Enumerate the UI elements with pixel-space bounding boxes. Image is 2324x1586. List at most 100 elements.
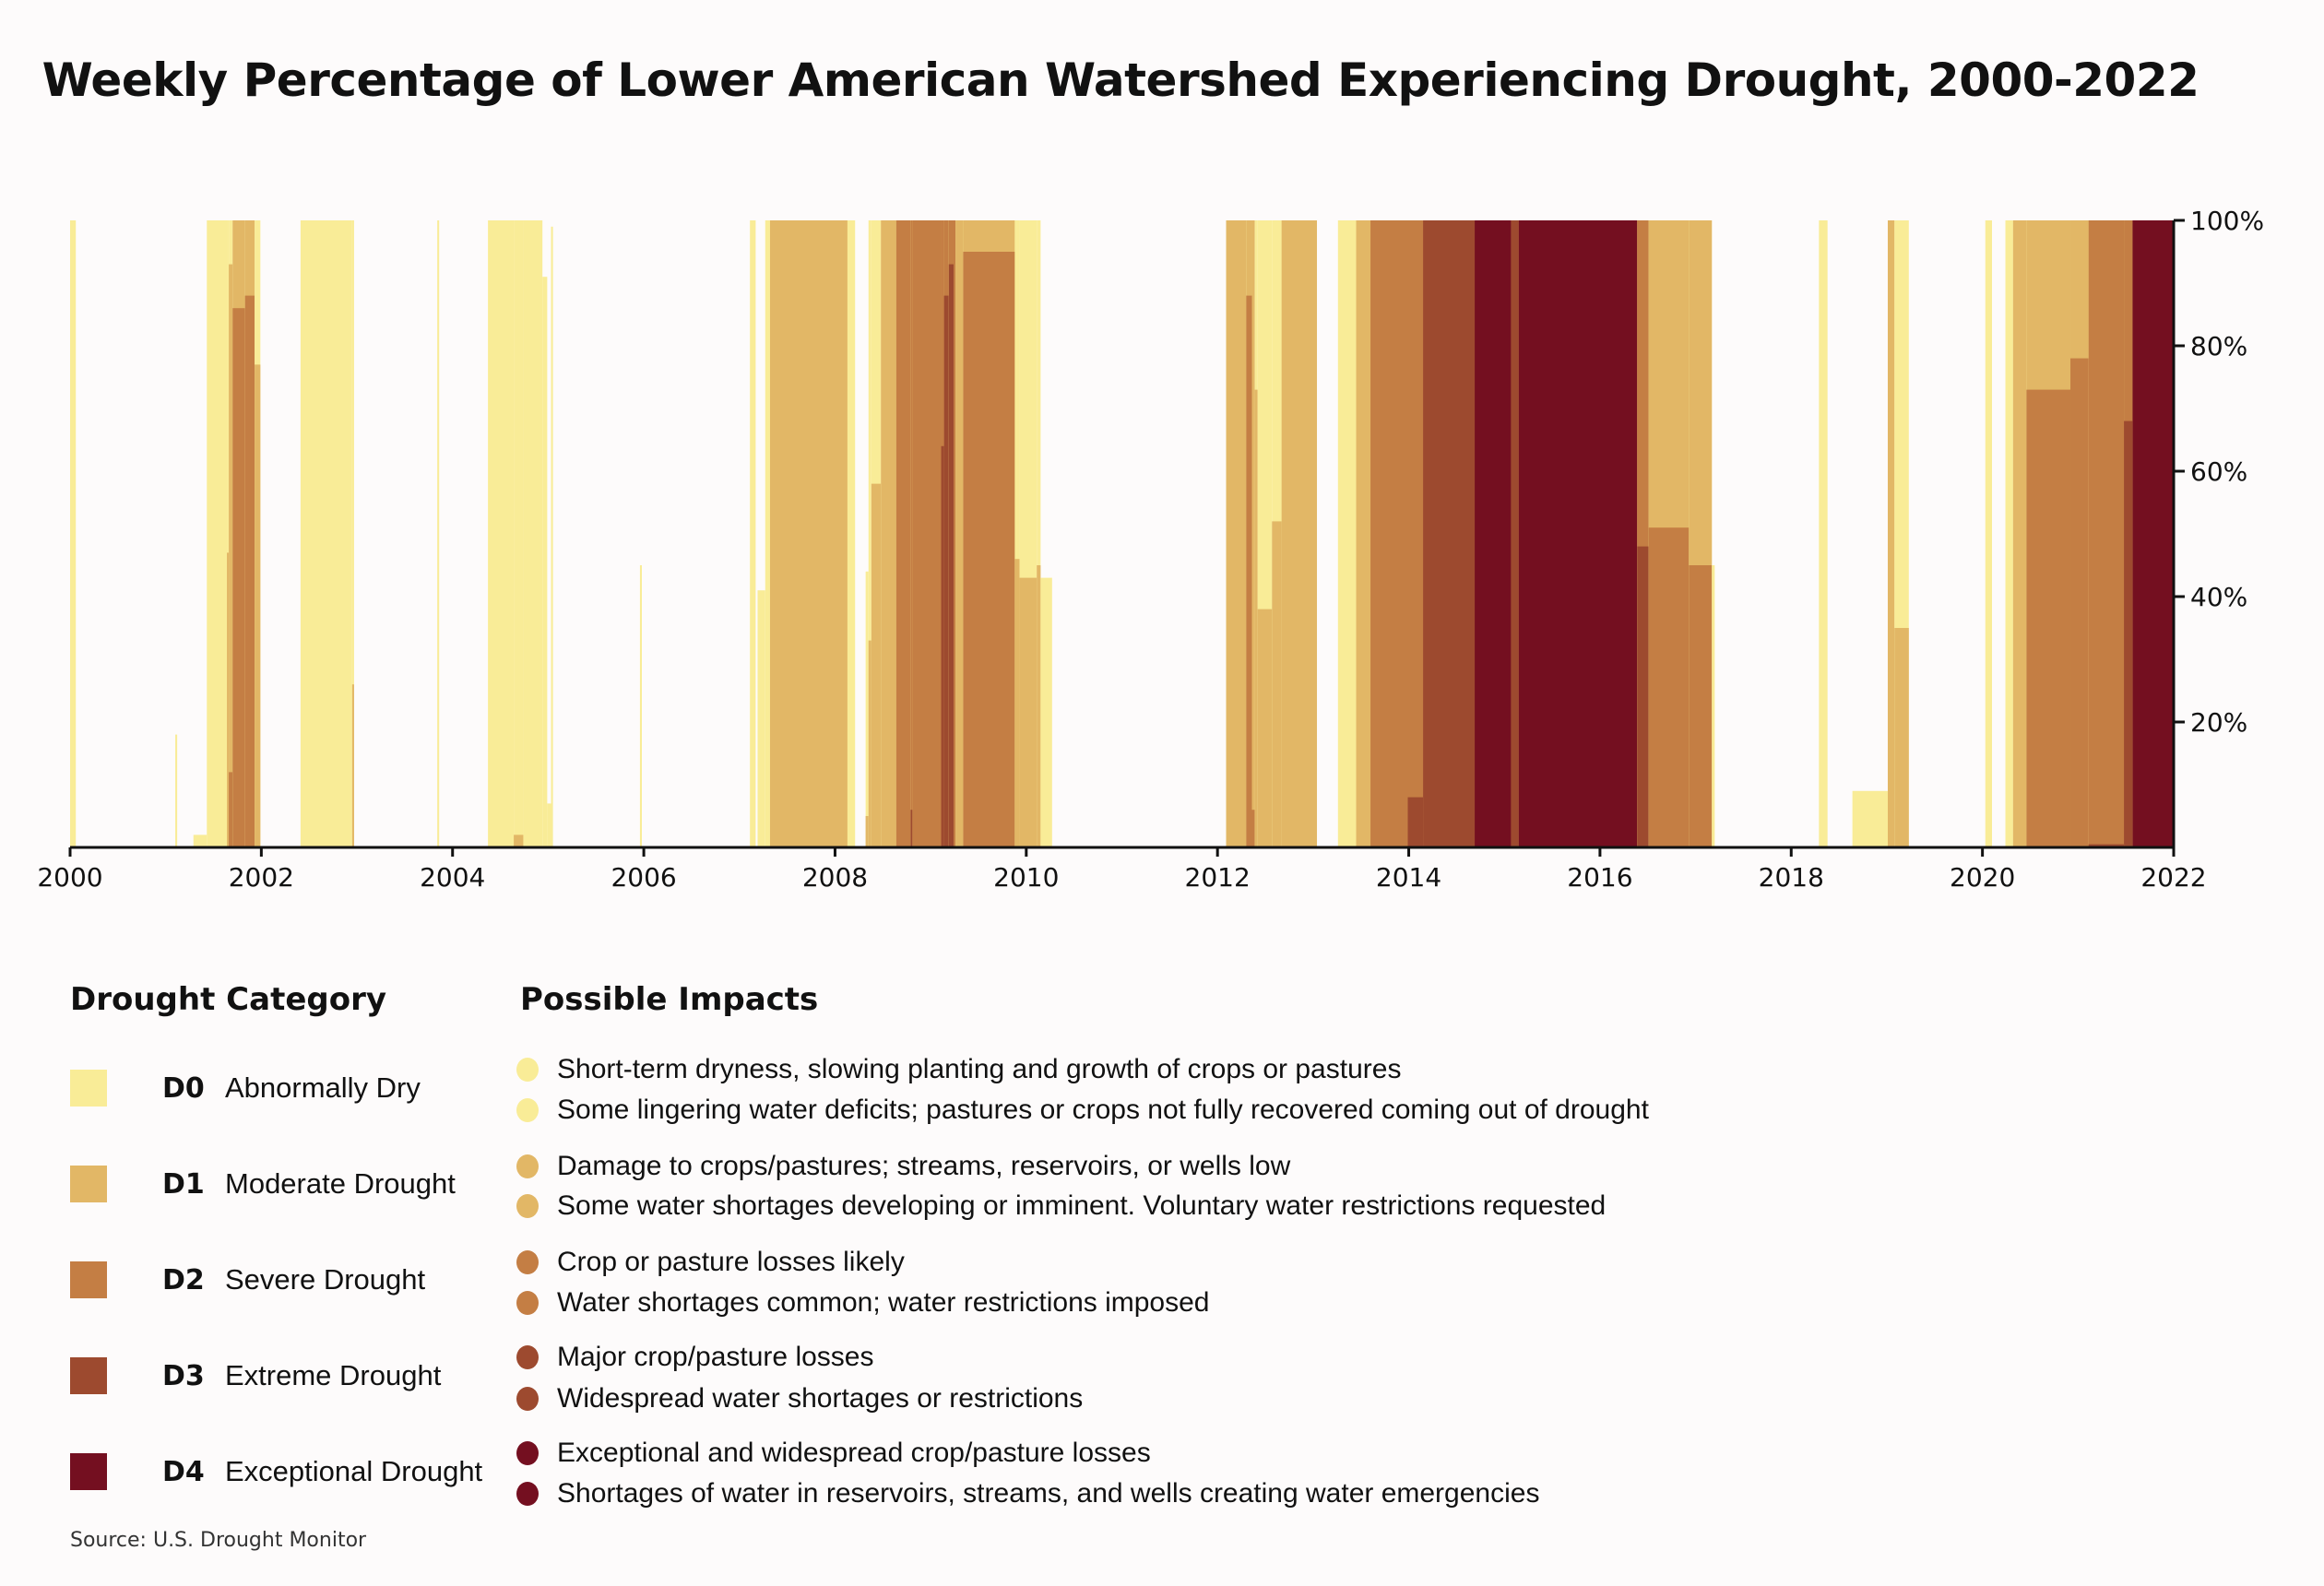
bar-d0-24 bbox=[865, 571, 869, 847]
bar-d1-39 bbox=[1037, 565, 1041, 847]
legend-code: D3 bbox=[162, 1359, 205, 1392]
impact-item: Damage to crops/pastures; streams, reser… bbox=[516, 1148, 1290, 1185]
bar-d0-37 bbox=[1014, 220, 1020, 847]
impact-text: Widespread water shortages or restrictio… bbox=[557, 1383, 1084, 1414]
bar-d0-65 bbox=[2005, 220, 2013, 847]
impact-text: Exceptional and widespread crop/pasture … bbox=[557, 1438, 1151, 1468]
x-tick-label-2002: 2002 bbox=[229, 862, 294, 893]
x-tick-label-2018: 2018 bbox=[1759, 862, 1824, 893]
legend-swatch-d4 bbox=[70, 1453, 107, 1490]
bar-d1-24 bbox=[865, 816, 869, 847]
bar-d0-15 bbox=[542, 277, 548, 847]
x-tick-label-2006: 2006 bbox=[611, 862, 676, 893]
bar-d1-41 bbox=[1226, 220, 1247, 847]
impact-text: Short-term dryness, slowing planting and… bbox=[557, 1054, 1402, 1084]
x-tick-label-2014: 2014 bbox=[1376, 862, 1441, 893]
bar-d0-40 bbox=[1040, 577, 1052, 847]
impact-text: Crop or pasture losses likely bbox=[557, 1247, 905, 1277]
legend-item-d1: D1 Moderate Drought bbox=[70, 1166, 456, 1202]
bar-d0-9 bbox=[300, 220, 352, 847]
bar-d1-47 bbox=[1281, 220, 1318, 847]
legend-label: Extreme Drought bbox=[225, 1359, 442, 1391]
impact-item: Widespread water shortages or restrictio… bbox=[516, 1380, 1083, 1417]
bar-d0-14 bbox=[523, 220, 543, 847]
impact-item: Shortages of water in reservoirs, stream… bbox=[516, 1475, 1539, 1512]
drought-bars bbox=[70, 220, 2174, 848]
bar-d1-49 bbox=[1356, 220, 1371, 847]
legend-swatch-d1 bbox=[70, 1166, 107, 1202]
bar-d3-33 bbox=[948, 264, 954, 848]
bar-d1-8 bbox=[255, 364, 261, 847]
x-tick-label-2020: 2020 bbox=[1950, 862, 2015, 893]
x-tick-label-2022: 2022 bbox=[2140, 862, 2206, 893]
legend-swatch-d0 bbox=[70, 1070, 107, 1107]
bar-d0-19 bbox=[750, 220, 756, 847]
bar-d2-28 bbox=[895, 220, 911, 847]
bar-d1-46 bbox=[1272, 521, 1282, 847]
bar-d0-64 bbox=[1985, 220, 1993, 847]
bar-d0-48 bbox=[1337, 220, 1357, 847]
bar-d0-17 bbox=[551, 226, 553, 848]
bar-d1-26 bbox=[871, 483, 882, 847]
y-tick-label-60: 60% bbox=[2190, 456, 2247, 487]
x-tick-label-2010: 2010 bbox=[993, 862, 1059, 893]
x-tick-label-2016: 2016 bbox=[1567, 862, 1632, 893]
bar-d3-31 bbox=[941, 445, 944, 847]
bar-d0-25 bbox=[868, 220, 872, 847]
bar-d1-5 bbox=[229, 264, 233, 848]
bar-d0-12 bbox=[488, 220, 515, 847]
chart-title: Weekly Percentage of Lower American Wate… bbox=[42, 53, 2200, 107]
y-tick-label-100: 100% bbox=[2190, 206, 2264, 236]
legend-label: Moderate Drought bbox=[225, 1167, 456, 1200]
bar-d1-4 bbox=[227, 552, 230, 847]
bar-d0-60 bbox=[1819, 220, 1828, 847]
bar-d4-53 bbox=[1475, 220, 1512, 847]
bar-d0-1 bbox=[175, 734, 178, 847]
bar-d4-55 bbox=[1518, 220, 1638, 847]
bar-d0-13 bbox=[514, 220, 524, 847]
bar-d2-50 bbox=[1370, 220, 1408, 847]
bullet-dot-icon bbox=[516, 1098, 539, 1122]
bar-d4-71 bbox=[2132, 220, 2174, 847]
bar-d3-69 bbox=[2088, 844, 2125, 847]
bar-d2-6 bbox=[232, 308, 245, 847]
bar-d2-57 bbox=[1648, 527, 1690, 847]
bar-d2-68 bbox=[2070, 358, 2089, 848]
bar-d3-54 bbox=[1511, 220, 1519, 847]
bar-d1-45 bbox=[1257, 609, 1273, 847]
legend-label: Abnormally Dry bbox=[225, 1071, 421, 1104]
bar-d1-43 bbox=[1251, 220, 1255, 847]
bar-d2-51 bbox=[1407, 220, 1424, 847]
legend-code: D4 bbox=[162, 1455, 205, 1488]
bar-d1-62 bbox=[1887, 220, 1895, 847]
impact-item: Major crop/pasture losses bbox=[516, 1339, 873, 1376]
source-note: Source: U.S. Drought Monitor bbox=[70, 1529, 367, 1552]
bar-d1-25 bbox=[868, 640, 872, 847]
possible-impacts-heading: Possible Impacts bbox=[520, 981, 819, 1018]
bar-d2-29 bbox=[910, 220, 913, 847]
axes: 2000 2002 2004 2006 2008 2010 2012 2014 2016 2018… bbox=[37, 206, 2264, 893]
bar-d2-58 bbox=[1689, 565, 1713, 847]
bar-d0-61 bbox=[1852, 790, 1888, 847]
impact-text: Some water shortages developing or immin… bbox=[557, 1190, 1607, 1221]
bar-d3-29 bbox=[910, 810, 913, 847]
bar-d2-67 bbox=[2026, 389, 2071, 847]
bar-d2-69 bbox=[2088, 220, 2125, 847]
y-tick-label-80: 80% bbox=[2190, 331, 2247, 361]
impact-item: Water shortages common; water restrictio… bbox=[516, 1284, 1209, 1321]
legend-item-d2: D2 Severe Drought bbox=[70, 1261, 425, 1298]
bar-d3-32 bbox=[943, 295, 949, 848]
bar-d1-27 bbox=[881, 220, 896, 847]
bullet-dot-icon bbox=[516, 1387, 539, 1411]
bar-d1-38 bbox=[1019, 577, 1038, 847]
bar-d1-66 bbox=[2012, 220, 2027, 847]
legend-code: D1 bbox=[162, 1167, 205, 1201]
impact-text: Shortages of water in reservoirs, stream… bbox=[557, 1478, 1540, 1509]
bar-d0-2 bbox=[193, 834, 208, 847]
bar-d2-5 bbox=[229, 772, 233, 847]
drought-category-heading: Drought Category bbox=[70, 981, 387, 1018]
legend-item-d4: D4 Exceptional Drought bbox=[70, 1453, 482, 1490]
drought-chart: 2000 2002 2004 2006 2008 2010 2012 2014 2016 2018… bbox=[37, 206, 2264, 893]
impact-item: Exceptional and widespread crop/pasture … bbox=[516, 1435, 1151, 1472]
bar-d2-36 bbox=[963, 252, 1015, 847]
